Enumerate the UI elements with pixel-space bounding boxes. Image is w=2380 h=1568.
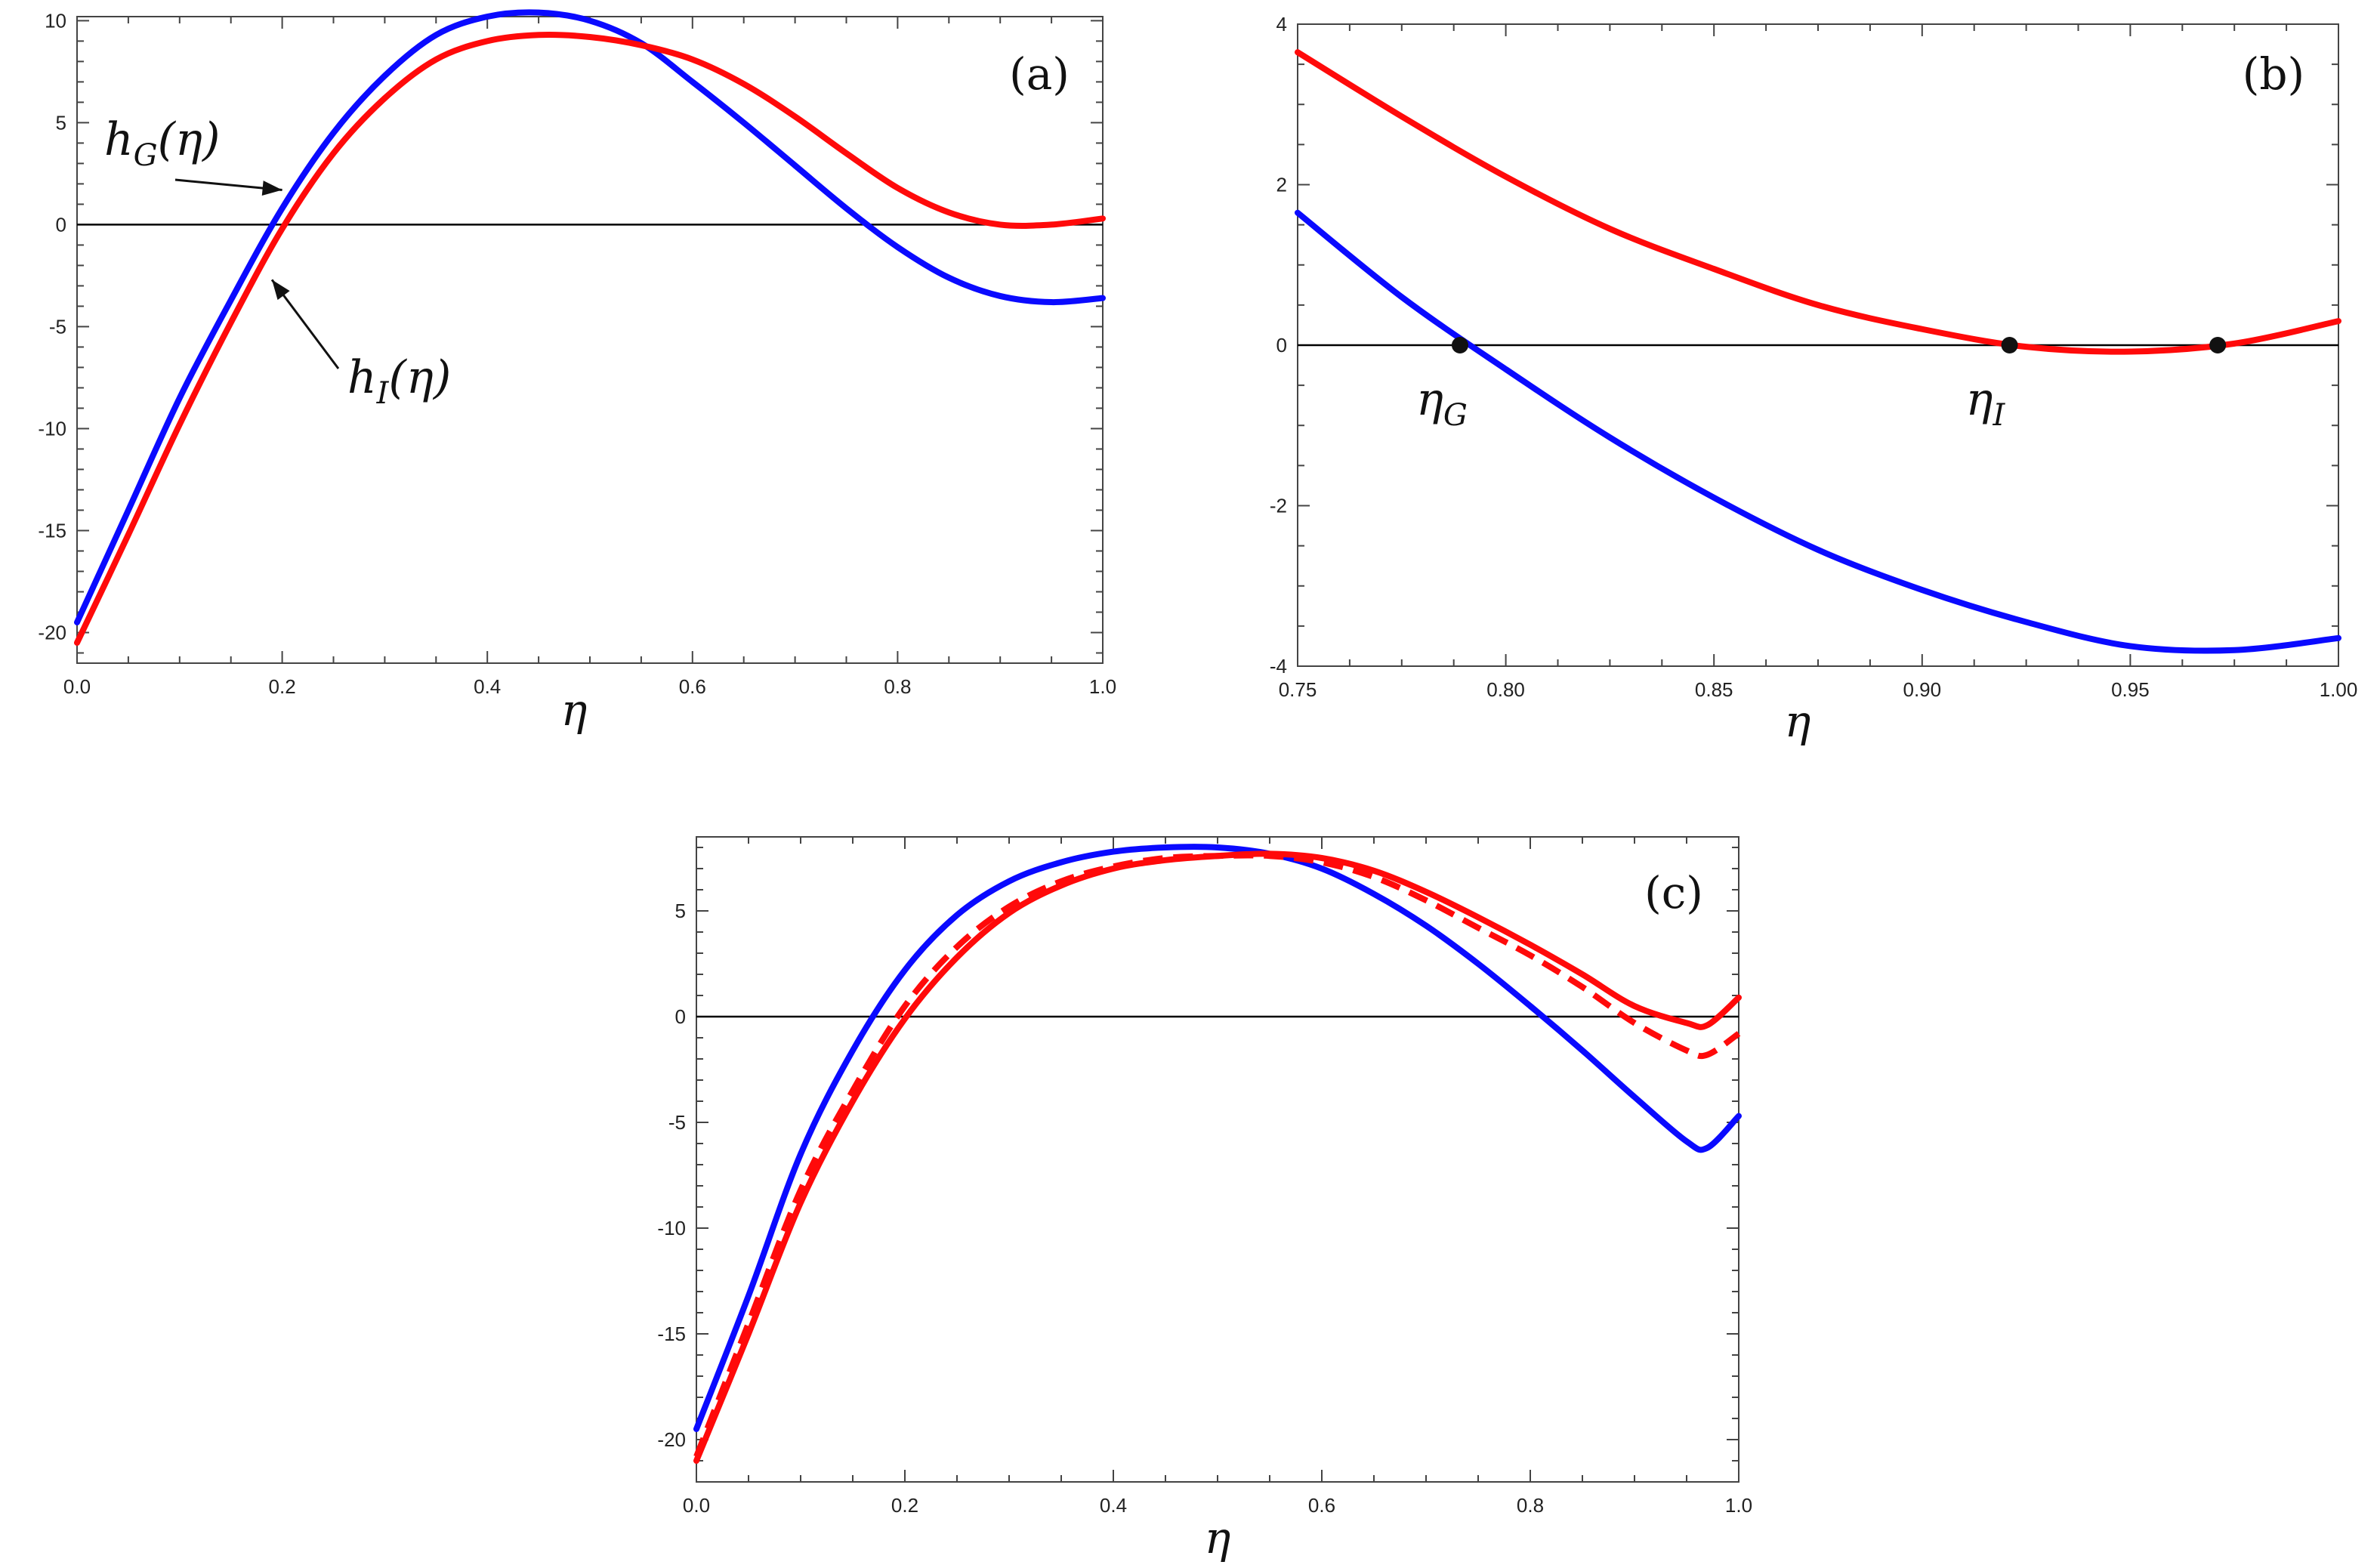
y-tick-label: 2 xyxy=(1276,174,1287,196)
x-tick-label: 0.8 xyxy=(884,675,911,698)
panel-label: (b) xyxy=(2243,48,2304,100)
panel-c-chart: 0.0 0.2 0.4 0.6 0.8 1.0 -20 -15 -10 -5 0 5 (c) η xyxy=(657,836,1752,1563)
series-line-red-solid xyxy=(74,32,1106,646)
plot-frame xyxy=(76,16,1104,664)
annotation-arrow-head xyxy=(261,181,282,196)
x-tick-label: 0.2 xyxy=(891,1494,918,1517)
y-tick-label: -10 xyxy=(38,417,66,440)
series-line-red-dashed xyxy=(693,852,1741,1458)
y-tick-label: 0 xyxy=(1276,334,1287,357)
y-tick-label: 4 xyxy=(1276,13,1287,35)
x-tick-label: 0.80 xyxy=(1486,678,1525,701)
root-point xyxy=(2209,337,2227,353)
series-line-blue-solid xyxy=(693,844,1742,1432)
series-line-red-solid xyxy=(1295,49,2341,355)
x-tick-label: 0.75 xyxy=(1279,678,1317,701)
x-axis-label: η xyxy=(1785,696,1811,747)
y-tick-label: 0 xyxy=(56,213,66,236)
root-point xyxy=(1451,337,1468,353)
x-tick-label: 0.95 xyxy=(2111,678,2150,701)
x-tick-label: 1.0 xyxy=(1089,675,1116,698)
annotation-arrow-head xyxy=(272,279,290,301)
y-tick-label: -4 xyxy=(1270,655,1287,678)
x-tick-label: 0.4 xyxy=(474,675,501,698)
y-tick-label: -15 xyxy=(38,519,66,542)
x-tick-label: 0.8 xyxy=(1517,1494,1544,1517)
x-tick-label: 0.6 xyxy=(1308,1494,1335,1517)
root-label: ηI xyxy=(1966,373,2006,433)
panel-a-chart: 0.0 0.2 0.4 0.6 0.8 1.0 -20 -15 -10 -5 0 5 10 hG(η) hI… xyxy=(38,9,1116,736)
root-label: ηG xyxy=(1416,373,1468,433)
x-axis-label: η xyxy=(561,684,588,736)
y-tick-label: -15 xyxy=(657,1323,686,1345)
panel-b-chart: 0.75 0.80 0.85 0.90 0.95 1.00 -4 -2 0 2 4 ηG ηI (b) η xyxy=(1270,13,2357,747)
y-tick-label: -5 xyxy=(49,315,66,338)
curve-annotation-g: hG(η) xyxy=(104,113,220,173)
y-tick-label: -10 xyxy=(657,1217,686,1239)
y-tick-label: -20 xyxy=(657,1428,686,1451)
x-tick-label: 0.4 xyxy=(1100,1494,1127,1517)
x-axis-label: η xyxy=(1205,1512,1231,1563)
y-tick-label: 0 xyxy=(675,1005,686,1028)
y-tick-label: -5 xyxy=(668,1111,686,1134)
root-point xyxy=(2001,337,2018,353)
x-tick-label: 0.0 xyxy=(63,675,91,698)
x-tick-label: 0.85 xyxy=(1695,678,1733,701)
x-tick-label: 1.00 xyxy=(2320,678,2358,701)
panel-label: (a) xyxy=(1009,48,1070,100)
x-tick-label: 0.6 xyxy=(679,675,706,698)
series-line-red-solid xyxy=(693,850,1742,1464)
x-tick-label: 0.2 xyxy=(269,675,296,698)
y-tick-label: 5 xyxy=(56,111,66,134)
x-tick-label: 0.90 xyxy=(1903,678,1941,701)
y-tick-label: -2 xyxy=(1270,495,1287,517)
y-tick-label: 5 xyxy=(675,900,686,922)
panel-label: (c) xyxy=(1644,867,1703,918)
series-line-blue-solid xyxy=(74,9,1106,625)
plot-frame xyxy=(696,836,1739,1483)
curve-annotation-i: hI(η) xyxy=(347,351,451,411)
y-tick-label: -20 xyxy=(38,621,66,644)
x-tick-label: 1.0 xyxy=(1725,1494,1752,1517)
x-tick-label: 0.0 xyxy=(683,1494,710,1517)
y-tick-label: 10 xyxy=(45,9,66,32)
